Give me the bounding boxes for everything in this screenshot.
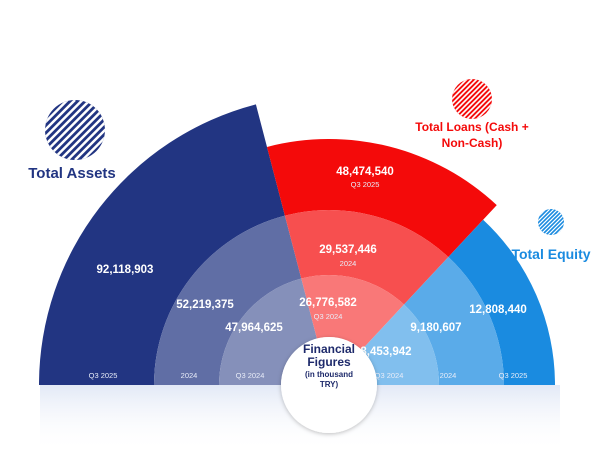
period-label: Q3 2024 [236, 371, 265, 380]
stripe [486, 79, 492, 119]
stripe [59, 100, 105, 160]
icon-stripes [45, 100, 105, 160]
stripe [538, 209, 559, 235]
stripe [471, 79, 492, 119]
icon [538, 209, 564, 235]
value-label: 8,453,942 [360, 346, 411, 358]
sector [154, 215, 302, 385]
period-label: 2024 [340, 259, 357, 268]
stripe [538, 209, 555, 235]
center-title: Financial Figures [302, 342, 355, 369]
period-label: Q3 2024 [375, 371, 404, 380]
stripe [45, 100, 46, 160]
sector [219, 278, 317, 385]
stripe [461, 79, 492, 119]
stripe [104, 100, 105, 160]
period-label: Q3 2024 [314, 312, 343, 321]
stripe [476, 79, 492, 119]
value-label: 9,180,607 [410, 322, 461, 334]
stripe [491, 79, 492, 119]
value-label: 92,118,903 [97, 264, 154, 276]
stripe [452, 79, 468, 119]
series-name: Total Assets [28, 165, 116, 182]
value-label: 47,964,625 [225, 322, 283, 334]
center-note: (in thousand TRY) [305, 370, 353, 389]
icon-stripes [452, 79, 492, 119]
stripe [45, 100, 69, 160]
value-label: 26,776,582 [299, 297, 357, 309]
period-label: 2024 [181, 371, 198, 380]
stripe [563, 209, 564, 235]
stripe [45, 100, 76, 160]
stripe [452, 79, 492, 119]
sector [284, 209, 449, 305]
stripe [466, 79, 492, 119]
sector [404, 257, 504, 385]
period-label: Q3 2025 [89, 371, 118, 380]
stripe [538, 209, 547, 235]
stripe [452, 79, 458, 119]
stripe [551, 209, 564, 235]
value-label: 12,808,440 [469, 304, 527, 316]
sector [448, 219, 555, 385]
stripe [45, 100, 91, 160]
stripe [452, 79, 478, 119]
period-label: 2024 [440, 371, 457, 380]
period-label: Q3 2025 [351, 180, 380, 189]
stripe [452, 79, 473, 119]
center-label: Financial Figures (in thousand TRY) [287, 343, 371, 390]
center-circle [281, 337, 377, 433]
value-label: 29,537,446 [319, 244, 377, 256]
icon-stripes [538, 209, 564, 235]
stripe [538, 209, 539, 235]
value-label: 52,219,375 [176, 299, 234, 311]
stripe [66, 100, 105, 160]
sector [361, 304, 439, 385]
sector [39, 104, 285, 385]
stripe [555, 209, 564, 235]
stripe [452, 79, 483, 119]
stripe [45, 100, 105, 160]
sector [266, 138, 497, 258]
sector [301, 275, 405, 350]
stripe [74, 100, 105, 160]
stripe [96, 100, 105, 160]
stripe [538, 209, 551, 235]
stripe [543, 209, 564, 235]
stripe [45, 100, 54, 160]
series-name: Total Loans (Cash + Non-Cash) [415, 120, 529, 150]
value-label: 48,474,540 [336, 166, 394, 178]
period-label: Q3 2025 [499, 371, 528, 380]
stripe [452, 79, 453, 119]
stripe [81, 100, 105, 160]
stripe [45, 100, 84, 160]
stripe [547, 209, 564, 235]
series-name: Total Equity [511, 246, 591, 262]
